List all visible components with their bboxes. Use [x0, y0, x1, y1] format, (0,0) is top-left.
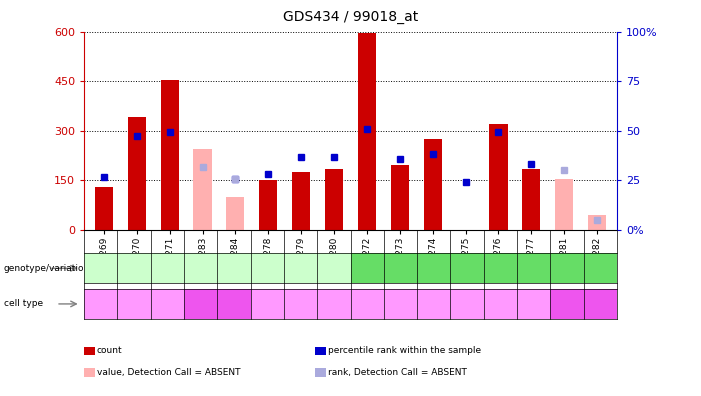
- Bar: [128, 118, 146, 230]
- Text: Cdk4 +/-: Cdk4 +/-: [263, 263, 305, 273]
- Bar: [390, 165, 409, 230]
- Bar: [489, 124, 508, 230]
- Text: cell type: cell type: [4, 299, 43, 308]
- Text: value, Detection Call = ABSENT: value, Detection Call = ABSENT: [97, 368, 240, 377]
- Bar: [423, 139, 442, 230]
- Bar: [226, 197, 245, 230]
- Text: control: control: [467, 263, 501, 273]
- Text: GDS434 / 99018_at: GDS434 / 99018_at: [283, 10, 418, 24]
- Text: percentile rank within the sample: percentile rank within the sample: [328, 346, 481, 355]
- Bar: [358, 33, 376, 230]
- Bar: [325, 169, 343, 230]
- Text: Abca1 +/-: Abca1 +/-: [127, 263, 175, 273]
- Bar: [259, 180, 278, 230]
- Text: count: count: [97, 346, 123, 355]
- Text: embryonic stem cell: embryonic stem cell: [88, 299, 180, 308]
- Bar: [193, 149, 212, 230]
- Bar: [588, 215, 606, 230]
- Text: liver: liver: [207, 299, 227, 308]
- Bar: [95, 187, 113, 230]
- Text: embryonic stem cell: embryonic stem cell: [354, 299, 447, 308]
- Bar: [292, 172, 311, 230]
- Text: liver: liver: [573, 299, 594, 308]
- Bar: [555, 179, 573, 230]
- Bar: [161, 80, 179, 230]
- Bar: [522, 169, 540, 230]
- Text: genotype/variation: genotype/variation: [4, 264, 90, 273]
- Text: rank, Detection Call = ABSENT: rank, Detection Call = ABSENT: [328, 368, 467, 377]
